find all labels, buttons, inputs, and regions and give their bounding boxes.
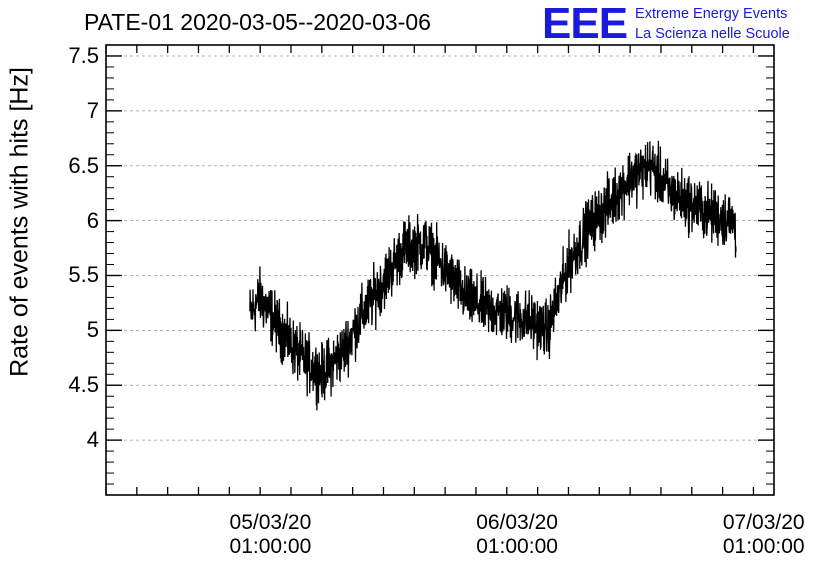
y-tick-label: 5 [86, 317, 99, 343]
x-tick-date: 06/03/20 [476, 511, 558, 534]
y-tick-label: 7.5 [68, 42, 99, 68]
eee-logo-text: Extreme Energy Events La Scienza nelle S… [635, 4, 790, 44]
y-axis-label: Rate of events with hits [Hz] [5, 67, 34, 377]
grid-lines [106, 55, 774, 441]
x-tick-label: 06/03/20 01:00:00 [457, 511, 577, 559]
x-tick-time: 01:00:00 [229, 535, 312, 558]
x-tick-date: 05/03/20 [229, 511, 312, 534]
y-tick-label: 4 [86, 427, 99, 453]
eee-logo: EEE Extreme Energy Events La Scienza nel… [542, 2, 790, 46]
x-tick-time: 01:00:00 [722, 535, 805, 558]
x-tick-time: 01:00:00 [476, 535, 558, 558]
y-tick-label: 6 [86, 207, 99, 233]
rate-series-line [249, 140, 737, 411]
y-tick-label: 6.5 [68, 152, 99, 178]
logo-line-2: La Scienza nelle Scuole [635, 26, 790, 42]
x-tick-date: 07/03/20 [722, 511, 805, 534]
y-tick-label: 5.5 [68, 262, 99, 288]
y-tick-label: 7 [86, 97, 99, 123]
plot-frame [105, 44, 775, 496]
logo-line-1: Extreme Energy Events [635, 6, 788, 22]
x-tick-label: 07/03/20 01:00:00 [704, 511, 824, 559]
eee-logo-mark: EEE [542, 0, 628, 48]
chart-title: PATE-01 2020-03-05--2020-03-06 [84, 9, 431, 35]
axis-ticks [105, 44, 774, 495]
y-tick-label: 4.5 [68, 372, 99, 398]
x-tick-label: 05/03/20 01:00:00 [210, 511, 330, 559]
